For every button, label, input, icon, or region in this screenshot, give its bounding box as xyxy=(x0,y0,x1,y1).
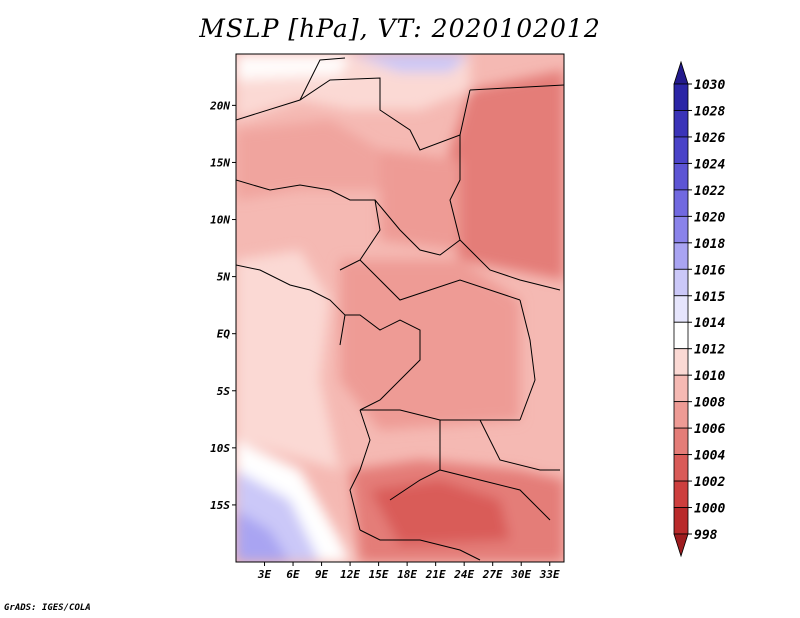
colorbar-label: 1008 xyxy=(694,396,725,411)
colorbar-swatch xyxy=(673,454,689,482)
colorbar-label: 998 xyxy=(694,528,718,543)
colorbar-label: 1000 xyxy=(694,502,725,517)
colorbar-label: 1026 xyxy=(694,131,725,146)
colorbar-swatch xyxy=(673,189,689,217)
colorbar-label: 1010 xyxy=(694,369,725,384)
colorbar-label: 1014 xyxy=(694,316,725,331)
colorbar-label: 1012 xyxy=(694,343,725,358)
colorbar-swatch xyxy=(673,163,689,191)
colorbar-label: 1024 xyxy=(694,157,725,172)
lon-tick-label: 15E xyxy=(369,568,389,581)
lat-axis: 20N 15N 10N 5N EQ 5S 10S 15S xyxy=(209,99,236,512)
colorbar-top-arrow xyxy=(673,60,689,85)
lon-tick-label: 30E xyxy=(510,568,531,581)
colorbar-swatch xyxy=(673,427,689,455)
lat-tick-label: 10S xyxy=(210,442,230,455)
colorbar-label: 1028 xyxy=(694,104,725,119)
colorbar-swatch xyxy=(673,507,689,535)
colorbar-swatch xyxy=(673,401,689,429)
colorbar: 1030 1028 1026 1024 1022 1020 1018 1016 1015 1014… xyxy=(673,60,725,558)
lat-tick-label: 10N xyxy=(210,214,230,227)
lon-tick-label: 3E xyxy=(257,568,272,581)
colorbar-label: 1022 xyxy=(694,184,725,199)
colorbar-label: 1020 xyxy=(694,210,725,225)
colorbar-label: 1030 xyxy=(694,78,725,93)
lat-tick-label: 5N xyxy=(217,271,231,284)
colorbar-swatch xyxy=(673,136,689,164)
map-title: MSLP [hPa], VT: 2020102012 xyxy=(199,14,601,43)
country-borders xyxy=(236,57,564,561)
colorbar-swatch xyxy=(673,242,689,270)
colorbar-label: 1016 xyxy=(694,263,725,278)
colorbar-swatch xyxy=(673,480,689,508)
lat-tick-label: 15S xyxy=(210,499,230,512)
colorbar-swatch xyxy=(673,83,689,111)
map-frame xyxy=(235,53,565,563)
colorbar-swatch xyxy=(673,321,689,350)
colorbar-label: 1015 xyxy=(694,290,725,305)
lon-tick-label: 9E xyxy=(315,568,329,581)
lon-axis: 3E 6E 9E 12E 15E 18E 21E 24E 27E 30E 33E xyxy=(257,562,560,581)
colorbar-swatch xyxy=(673,295,689,323)
lon-tick-label: 12E xyxy=(340,568,360,581)
pressure-field xyxy=(236,54,564,562)
colorbar-label: 1004 xyxy=(694,449,725,464)
lon-tick-label: 18E xyxy=(397,568,417,581)
lon-tick-label: 21E xyxy=(425,568,446,581)
lon-tick-label: 6E xyxy=(286,568,300,581)
colorbar-swatch xyxy=(673,110,689,138)
colorbar-swatch xyxy=(673,215,689,244)
lat-tick-label: 5S xyxy=(217,385,231,398)
colorbar-label: 1002 xyxy=(694,475,725,490)
lon-tick-label: 33E xyxy=(539,568,560,581)
lat-tick-label: 20N xyxy=(209,99,230,112)
grads-credit: GrADS: IGES/COLA xyxy=(4,603,91,613)
colorbar-bottom-arrow xyxy=(673,533,689,558)
colorbar-swatch xyxy=(673,268,689,297)
colorbar-swatch xyxy=(673,348,689,376)
colorbar-label: 1006 xyxy=(694,422,725,437)
colorbar-label: 1018 xyxy=(694,237,725,252)
lon-tick-label: 27E xyxy=(482,568,503,581)
lat-tick-label: EQ xyxy=(217,328,231,341)
colorbar-swatch xyxy=(673,374,689,403)
lat-tick-label: 15N xyxy=(210,156,230,169)
lon-tick-label: 24E xyxy=(453,568,474,581)
